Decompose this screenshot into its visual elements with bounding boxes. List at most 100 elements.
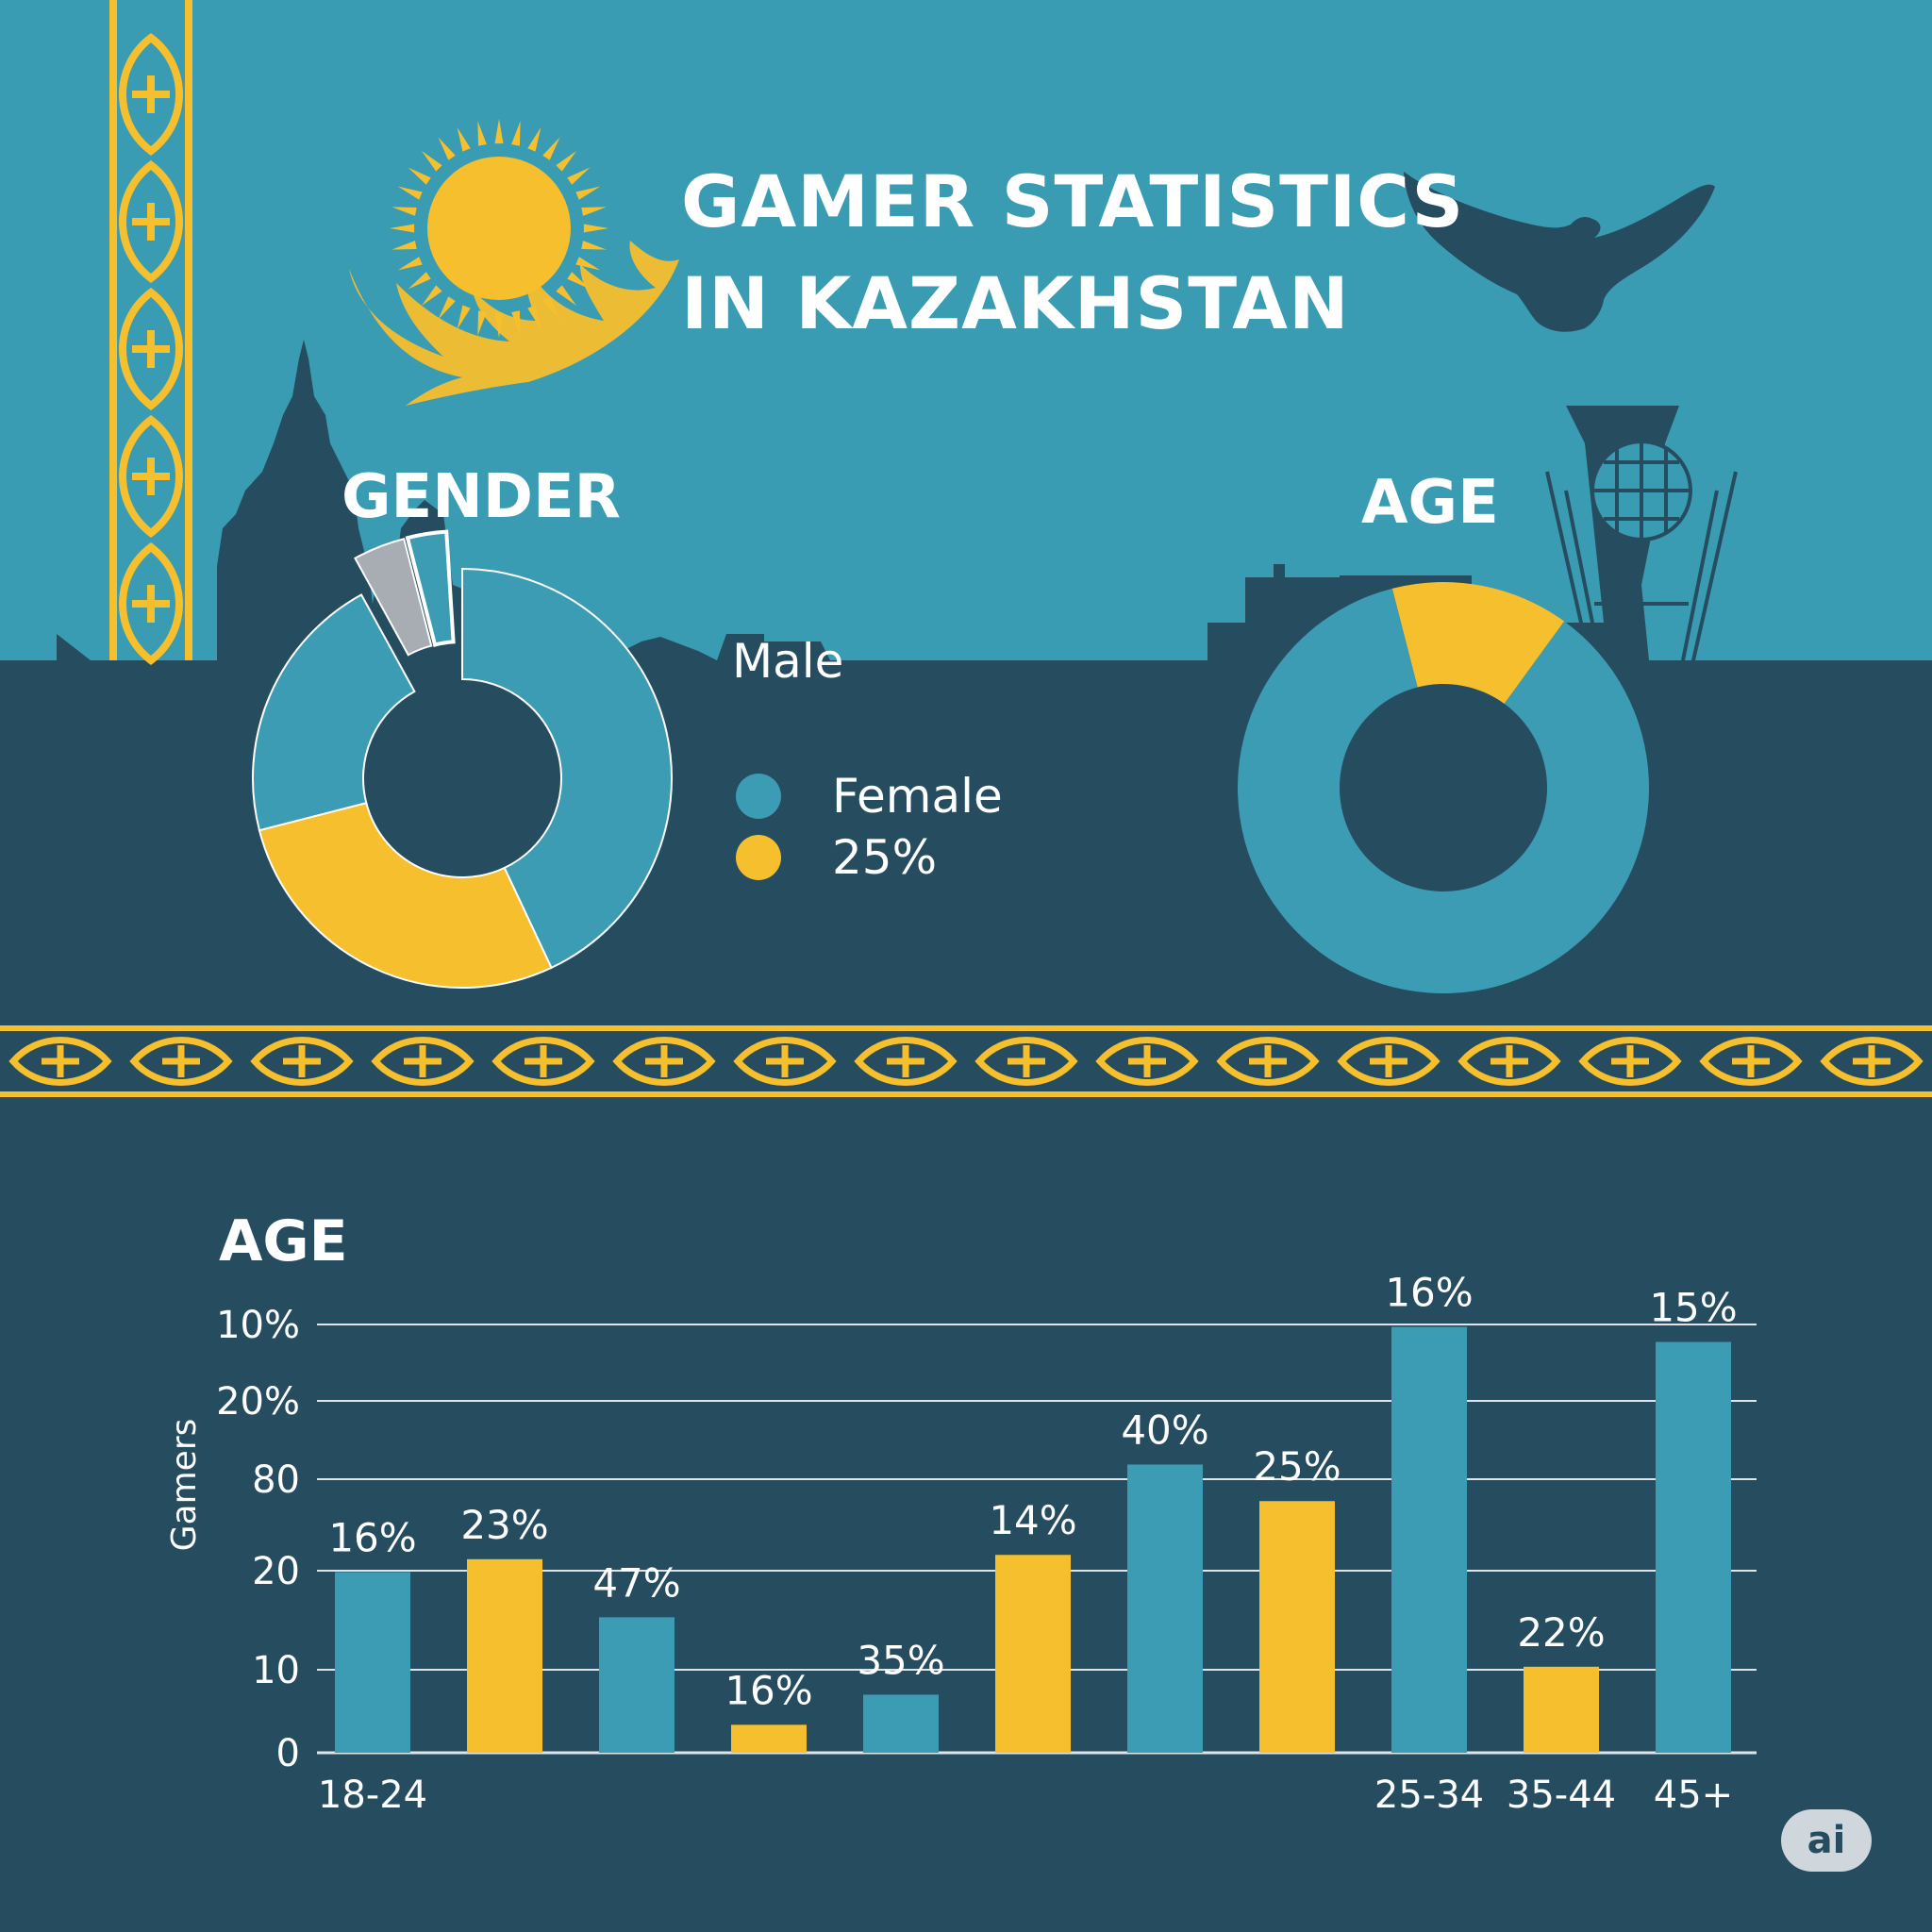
y-tick-label: 20%: [216, 1380, 300, 1424]
border-motif: [733, 1037, 837, 1086]
sun-ray: [527, 126, 541, 152]
y-tick-label: 80: [252, 1458, 300, 1502]
bar: [995, 1555, 1071, 1753]
sun-ray: [438, 296, 456, 320]
bar-value-label: 25%: [1253, 1443, 1341, 1490]
border-motif: [250, 1037, 354, 1086]
column-cross: [132, 458, 170, 495]
border-motif: [1095, 1037, 1199, 1086]
border-cross: [1611, 1045, 1649, 1077]
bar: [863, 1694, 939, 1753]
age-slice-1: [1237, 588, 1649, 993]
bar-value-label: 35%: [857, 1637, 944, 1683]
sun-ray: [575, 186, 601, 200]
sun-ray: [494, 119, 504, 144]
border-cross: [162, 1045, 200, 1077]
x-tick-label: 45+: [1654, 1774, 1733, 1817]
x-tick-label: 25-34: [1374, 1774, 1484, 1817]
column-edge: [109, 0, 192, 660]
sun-ray: [421, 150, 442, 172]
ai-badge: ai: [1781, 1809, 1872, 1872]
border-motif: [1578, 1037, 1682, 1086]
sun-ray: [390, 224, 415, 233]
sun-ray: [511, 121, 521, 146]
sun-ray: [556, 285, 577, 307]
sun-ray: [477, 310, 487, 336]
column-motif: [119, 159, 183, 284]
legend-label-male: Male: [732, 634, 844, 689]
gender-slice-3: [354, 538, 433, 657]
gender-slice-0: [461, 567, 673, 970]
ornament-border-icon: [0, 1019, 1932, 1104]
border-cross: [404, 1045, 441, 1077]
age-donut-heading: AGE: [1361, 468, 1499, 538]
bar-chart-title: AGE: [219, 1208, 348, 1274]
y-tick-label: 10%: [216, 1304, 300, 1347]
age-donut-chart: [1237, 582, 1649, 993]
sun-ray: [397, 186, 423, 200]
border-band: [0, 1019, 1932, 1104]
border-cross: [1249, 1045, 1287, 1077]
sun-ray: [581, 241, 607, 250]
border-cross: [887, 1045, 924, 1077]
column-cross: [132, 203, 170, 241]
sun-ray: [575, 257, 601, 271]
sun-ray: [438, 137, 456, 160]
legend-item-female: Female: [736, 769, 1003, 824]
bar: [731, 1724, 807, 1753]
y-axis-label: Gamers: [165, 1419, 204, 1552]
sun-ray: [581, 207, 607, 216]
gender-donut-chart: [252, 529, 673, 989]
title-line-2: IN KAZAKHSTAN: [681, 261, 1350, 345]
sun-ray: [567, 167, 591, 185]
x-tick-label: 18-24: [318, 1774, 427, 1817]
bar: [599, 1617, 675, 1753]
page-title: GAMER STATISTICS IN KAZAKHSTAN: [681, 151, 1464, 355]
border-rule: [0, 1025, 1932, 1097]
y-tick-label: 0: [276, 1732, 300, 1775]
legend-item-25: 25%: [736, 830, 937, 885]
y-tick-label: 20: [252, 1550, 300, 1593]
border-motif: [854, 1037, 958, 1086]
legend-dot-yellow: [736, 835, 781, 880]
column-motif: [119, 287, 183, 411]
sun-ray: [542, 137, 560, 160]
column-motif: [119, 414, 183, 539]
border-motif: [1820, 1037, 1924, 1086]
legend-label-female: Female: [832, 769, 1003, 824]
border-cross: [1853, 1045, 1890, 1077]
column-motif: [119, 541, 183, 666]
bar: [1524, 1666, 1599, 1753]
gender-slice-2: [252, 593, 416, 832]
border-motif: [612, 1037, 716, 1086]
sun-ray: [477, 121, 487, 146]
border-motif: [1457, 1037, 1561, 1086]
border-cross: [1491, 1045, 1528, 1077]
border-motif: [371, 1037, 475, 1086]
legend-dot-teal: [736, 774, 781, 819]
bar-value-label: 16%: [328, 1514, 416, 1560]
bar: [1127, 1464, 1203, 1753]
sun-ray: [408, 272, 431, 290]
y-tick-label: 10: [252, 1649, 300, 1692]
border-cross: [42, 1045, 79, 1077]
sun-ray: [391, 207, 417, 216]
column-cross: [132, 585, 170, 623]
border-motif: [491, 1037, 595, 1086]
bar-value-label: 47%: [592, 1559, 680, 1606]
border-motif: [1337, 1037, 1441, 1086]
sun-ray: [457, 305, 471, 330]
border-cross: [1732, 1045, 1770, 1077]
border-cross: [283, 1045, 321, 1077]
title-line-1: GAMER STATISTICS: [681, 159, 1465, 243]
bar: [1656, 1341, 1731, 1753]
sun-ray: [391, 241, 417, 250]
bar-value-label: 14%: [989, 1497, 1076, 1543]
bar-value-label: 22%: [1517, 1609, 1605, 1656]
age-slice-0: [1391, 582, 1565, 705]
border-cross: [1008, 1045, 1045, 1077]
border-motif: [8, 1037, 112, 1086]
skyline-icon: [0, 340, 1932, 1028]
